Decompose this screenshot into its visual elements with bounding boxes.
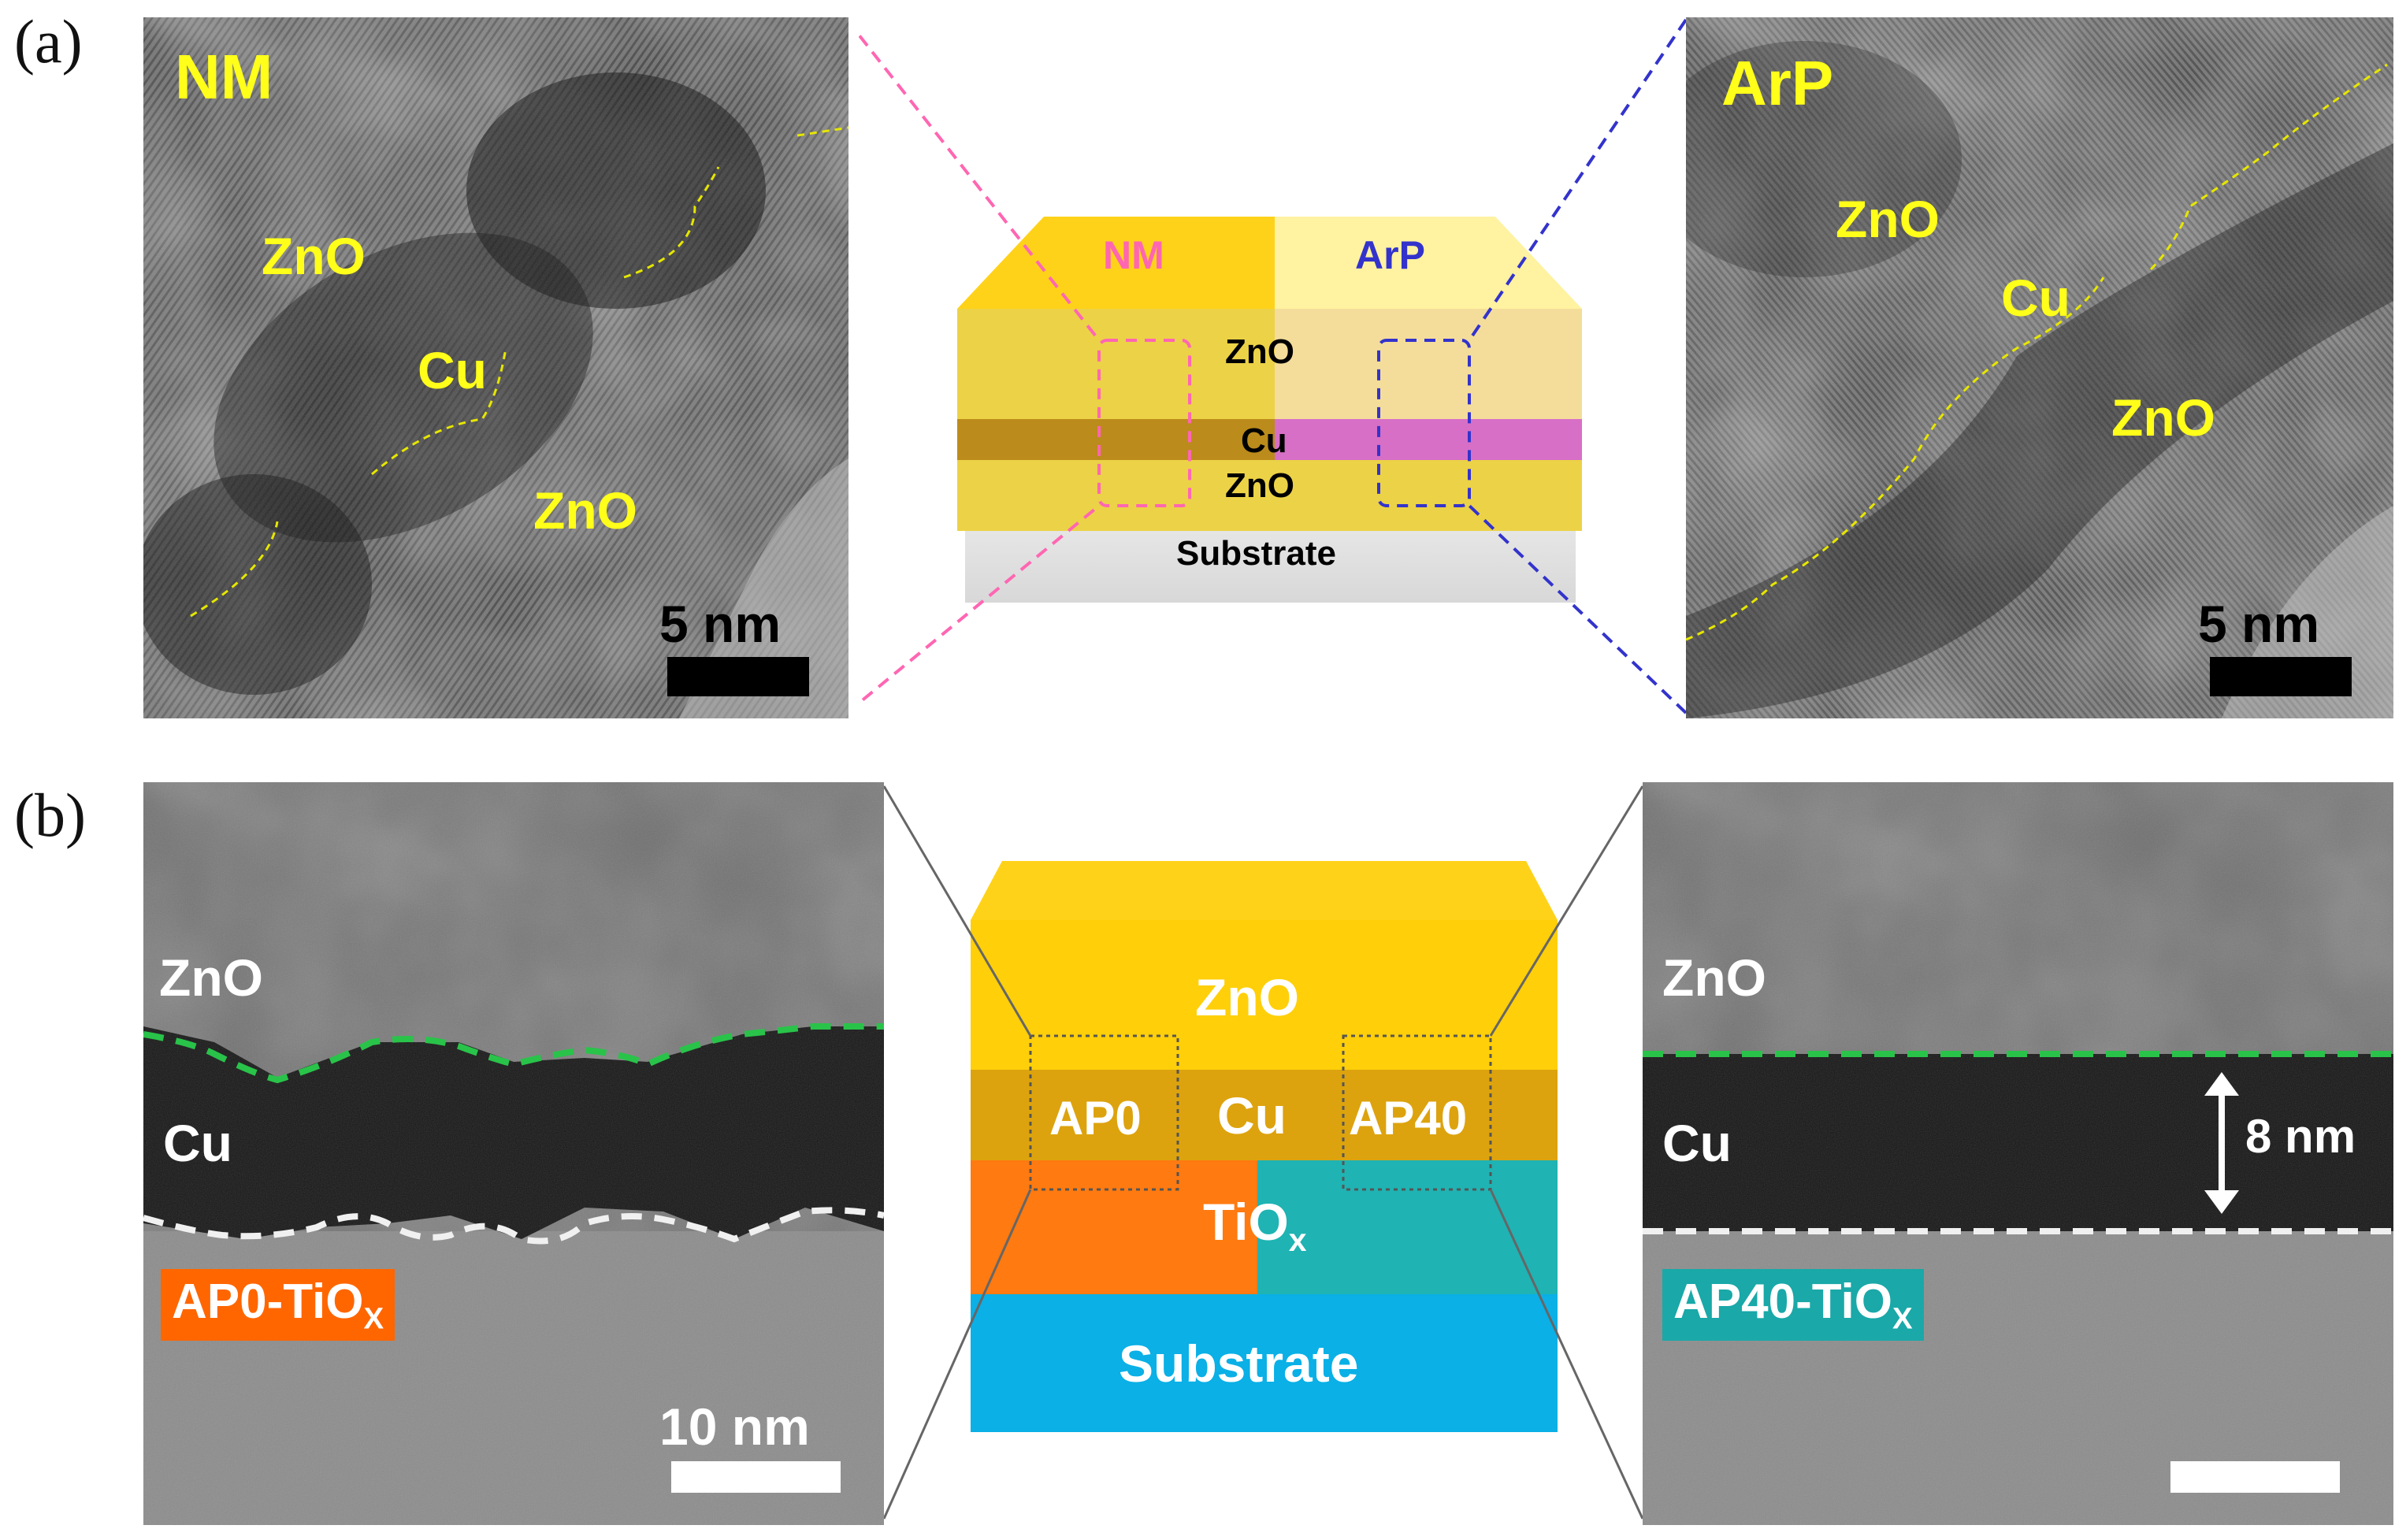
tem-image-ap0: ZnO Cu AP0-TiOX 10 nm bbox=[143, 782, 884, 1525]
diagram-a-arp-label: ArP bbox=[1355, 233, 1425, 277]
tem-image-ap40: ZnO Cu 8 nm AP40-TiOX bbox=[1643, 782, 2393, 1525]
diagram-a-zno-top: ZnO bbox=[1225, 332, 1294, 371]
diagram-a-cu: Cu bbox=[1241, 421, 1287, 460]
arp-zno-bottom: ZnO bbox=[2111, 388, 2215, 447]
ap0-tiox-badge-main: AP0-TiO bbox=[172, 1275, 364, 1329]
diagram-a-substrate: Substrate bbox=[1176, 534, 1336, 573]
ap0-cu: Cu bbox=[163, 1114, 232, 1172]
diagram-b-tiox: TiOx bbox=[1203, 1192, 1307, 1259]
diagram-b-ap40: AP40 bbox=[1349, 1092, 1468, 1145]
diagram-b-substrate: Substrate bbox=[1119, 1334, 1359, 1393]
panel-b-label: (b) bbox=[14, 781, 86, 849]
tem-image-arp: ArP ZnO Cu ZnO 5 nm bbox=[1686, 17, 2393, 718]
diagram-b-ap0: AP0 bbox=[1049, 1092, 1142, 1145]
arp-cu: Cu bbox=[2001, 269, 2070, 327]
panel-a-diagram: NM ArP ZnO Cu ZnO Substrate bbox=[845, 16, 1688, 725]
diagram-b-tiox-main: TiO bbox=[1203, 1193, 1289, 1251]
ap40-tiox-badge-sub: X bbox=[1892, 1301, 1913, 1336]
panel-a-label: (a) bbox=[14, 7, 83, 76]
arp-title: ArP bbox=[1721, 48, 1834, 118]
ap0-scale-label: 10 nm bbox=[659, 1397, 810, 1456]
ap40-tiox-badge: AP40-TiOX bbox=[1662, 1269, 1924, 1341]
tem-image-nm: NM ZnO Cu ZnO 5 nm bbox=[143, 17, 848, 718]
nm-scale-label: 5 nm bbox=[659, 595, 782, 653]
diagram-b-cu: Cu bbox=[1217, 1086, 1287, 1145]
nm-zno-bottom: ZnO bbox=[533, 481, 637, 540]
ap0-zno: ZnO bbox=[159, 948, 263, 1007]
diagram-a-nm-label: NM bbox=[1103, 233, 1164, 277]
ap40-cu: Cu bbox=[1662, 1114, 1732, 1172]
nm-zno-top: ZnO bbox=[262, 227, 366, 285]
panel-b-diagram: ZnO AP0 Cu AP40 TiOx Substrate bbox=[882, 782, 1644, 1525]
diagram-b-tiox-sub: x bbox=[1288, 1222, 1307, 1259]
arp-scale-label: 5 nm bbox=[2198, 595, 2320, 653]
diagram-a-zno-bottom: ZnO bbox=[1225, 466, 1294, 505]
ap40-thickness-label: 8 nm bbox=[2245, 1110, 2356, 1163]
ap0-tiox-badge: AP0-TiOX bbox=[161, 1269, 395, 1341]
nm-cu: Cu bbox=[418, 341, 487, 399]
ap40-zno: ZnO bbox=[1662, 948, 1766, 1007]
ap40-tiox-badge-main: AP40-TiO bbox=[1673, 1275, 1892, 1329]
diagram-b-zno: ZnO bbox=[1195, 968, 1299, 1026]
nm-title: NM bbox=[175, 42, 273, 112]
ap0-tiox-badge-sub: X bbox=[363, 1301, 384, 1336]
arp-zno-top: ZnO bbox=[1836, 190, 1940, 248]
